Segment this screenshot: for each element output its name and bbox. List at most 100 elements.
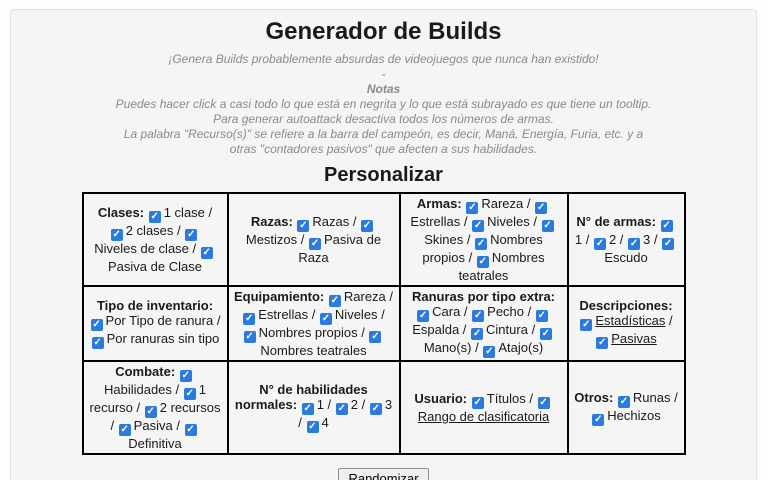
checkmark-icon: ✓ <box>120 424 129 435</box>
option-checkbox[interactable]: ✓ <box>660 220 673 232</box>
option-cell: Usuario: ✓ Títulos / ✓ Rango de clasificat… <box>398 360 569 455</box>
checkmark-icon: ✓ <box>476 238 486 249</box>
option-checkbox[interactable]: ✓ <box>596 337 609 349</box>
option-checkbox[interactable]: ✓ <box>91 337 104 349</box>
option-label: Escudo <box>604 250 648 265</box>
option-cell: Descripciones: ✓ Estadísticas / ✓ Pasivas <box>566 285 686 362</box>
option-group-label[interactable]: Armas: <box>416 196 462 211</box>
option-label: Mano(s) <box>423 340 472 355</box>
option-group-label[interactable]: N° de habilidades normales: <box>234 382 368 412</box>
option-label: Por ranuras sin tipo <box>106 331 220 346</box>
checkmark-icon: ✓ <box>92 319 101 330</box>
option-checkbox[interactable]: ✓ <box>144 406 157 418</box>
option-checkbox[interactable]: ✓ <box>306 421 319 433</box>
option-group-label[interactable]: N° de armas: <box>576 214 656 229</box>
checkmark-icon: ✓ <box>202 247 211 258</box>
option-checkbox[interactable]: ✓ <box>471 397 484 409</box>
option-label: Skines <box>424 232 464 247</box>
option-checkbox[interactable]: ✓ <box>475 238 488 250</box>
checkmark-icon: ✓ <box>541 328 550 339</box>
option-label: Nombres teatrales <box>458 250 545 283</box>
option-label: Definitiva <box>128 436 182 451</box>
checkmark-icon: ✓ <box>582 319 591 330</box>
option-group-label[interactable]: Ranuras por tipo extra: <box>411 289 556 304</box>
option-checkbox[interactable]: ✓ <box>297 220 310 232</box>
option-label: 1 <box>316 397 324 412</box>
option-checkbox[interactable]: ✓ <box>537 397 550 409</box>
checkmark-icon: ✓ <box>321 313 331 324</box>
option-checkbox[interactable]: ✓ <box>110 229 123 241</box>
option-group-label[interactable]: Descripciones: <box>579 298 673 313</box>
checkmark-icon: ✓ <box>185 388 194 399</box>
option-checkbox[interactable]: ✓ <box>472 220 485 232</box>
checkmark-icon: ✓ <box>594 413 603 425</box>
option-checkbox[interactable]: ✓ <box>539 328 552 340</box>
subtitle-dash: - <box>381 67 386 81</box>
checkmark-icon: ✓ <box>310 238 320 249</box>
option-checkbox[interactable]: ✓ <box>335 403 348 415</box>
option-checkbox[interactable]: ✓ <box>417 310 430 322</box>
option-checkbox[interactable]: ✓ <box>628 238 641 250</box>
option-label: Espalda <box>412 322 460 337</box>
option-group-label[interactable]: Razas: <box>250 214 293 229</box>
option-group-label[interactable]: Combate: <box>115 364 176 379</box>
option-checkbox[interactable]: ✓ <box>183 388 196 400</box>
option-cell: Ranuras por tipo extra: ✓ Cara / ✓ Pecho /… <box>398 285 569 362</box>
personalizar-heading: Personalizar <box>324 164 443 186</box>
option-checkbox[interactable]: ✓ <box>184 424 197 436</box>
option-label[interactable]: Estadísticas <box>595 313 666 328</box>
option-checkbox[interactable]: ✓ <box>535 310 548 322</box>
option-label: 1 clase <box>163 205 205 220</box>
option-checkbox[interactable]: ✓ <box>328 295 341 307</box>
option-group-label[interactable]: Usuario: <box>414 391 468 406</box>
option-checkbox[interactable]: ✓ <box>466 202 479 214</box>
option-label: Runas <box>632 389 671 405</box>
option-checkbox[interactable]: ✓ <box>471 328 484 340</box>
option-label: Pasiva de Clase <box>108 259 202 274</box>
checkmark-icon: ✓ <box>595 238 605 249</box>
option-checkbox[interactable]: ✓ <box>179 370 192 382</box>
content-card: Generador de Builds ¡Genera Builds proba… <box>10 9 757 480</box>
option-checkbox[interactable]: ✓ <box>369 331 382 343</box>
option-checkbox[interactable]: ✓ <box>592 413 605 426</box>
option-group-label[interactable]: Equipamiento: <box>233 289 325 304</box>
randomize-button[interactable]: Randomizar <box>338 468 429 480</box>
option-label: 4 <box>321 415 329 430</box>
option-checkbox[interactable]: ✓ <box>535 202 548 214</box>
option-group-label[interactable]: Tipo de inventario: <box>96 298 214 313</box>
option-checkbox[interactable]: ✓ <box>200 247 213 259</box>
option-label[interactable]: Pasivas <box>611 331 657 346</box>
option-checkbox[interactable]: ✓ <box>90 319 103 331</box>
option-checkbox[interactable]: ✓ <box>243 331 256 343</box>
option-label: Atajo(s) <box>498 340 544 355</box>
checkmark-icon: ✓ <box>539 397 548 408</box>
option-checkbox[interactable]: ✓ <box>476 256 489 268</box>
option-label: 1 recurso <box>89 382 206 415</box>
option-checkbox[interactable]: ✓ <box>483 346 496 358</box>
option-checkbox[interactable]: ✓ <box>301 403 314 415</box>
note-line: Puedes hacer click a casi todo lo que es… <box>115 97 652 111</box>
option-checkbox[interactable]: ✓ <box>185 229 198 241</box>
option-label: Títulos <box>486 391 526 406</box>
option-group-label[interactable]: Clases: <box>97 205 145 220</box>
option-checkbox[interactable]: ✓ <box>369 403 382 415</box>
option-checkbox[interactable]: ✓ <box>148 211 161 223</box>
option-checkbox[interactable]: ✓ <box>118 424 131 436</box>
checkmark-icon: ✓ <box>598 337 607 348</box>
option-checkbox[interactable]: ✓ <box>472 310 485 322</box>
option-label[interactable]: Rango de clasificatoria <box>417 409 550 424</box>
option-checkbox[interactable]: ✓ <box>319 313 332 325</box>
checkmark-icon: ✓ <box>371 403 381 414</box>
option-checkbox[interactable]: ✓ <box>617 395 630 408</box>
option-checkbox[interactable]: ✓ <box>580 319 593 331</box>
checkmark-icon: ✓ <box>536 202 546 213</box>
option-checkbox[interactable]: ✓ <box>243 313 256 325</box>
option-checkbox[interactable]: ✓ <box>309 238 322 250</box>
option-row: Clases: ✓ 1 clase / ✓ 2 clases / ✓ Niveles … <box>81 192 686 287</box>
checkmark-icon: ✓ <box>186 424 195 435</box>
option-checkbox[interactable]: ✓ <box>662 238 675 250</box>
option-checkbox[interactable]: ✓ <box>361 220 374 232</box>
option-group-label[interactable]: Otros: <box>574 389 614 405</box>
option-checkbox[interactable]: ✓ <box>593 238 606 250</box>
option-checkbox[interactable]: ✓ <box>541 220 554 232</box>
